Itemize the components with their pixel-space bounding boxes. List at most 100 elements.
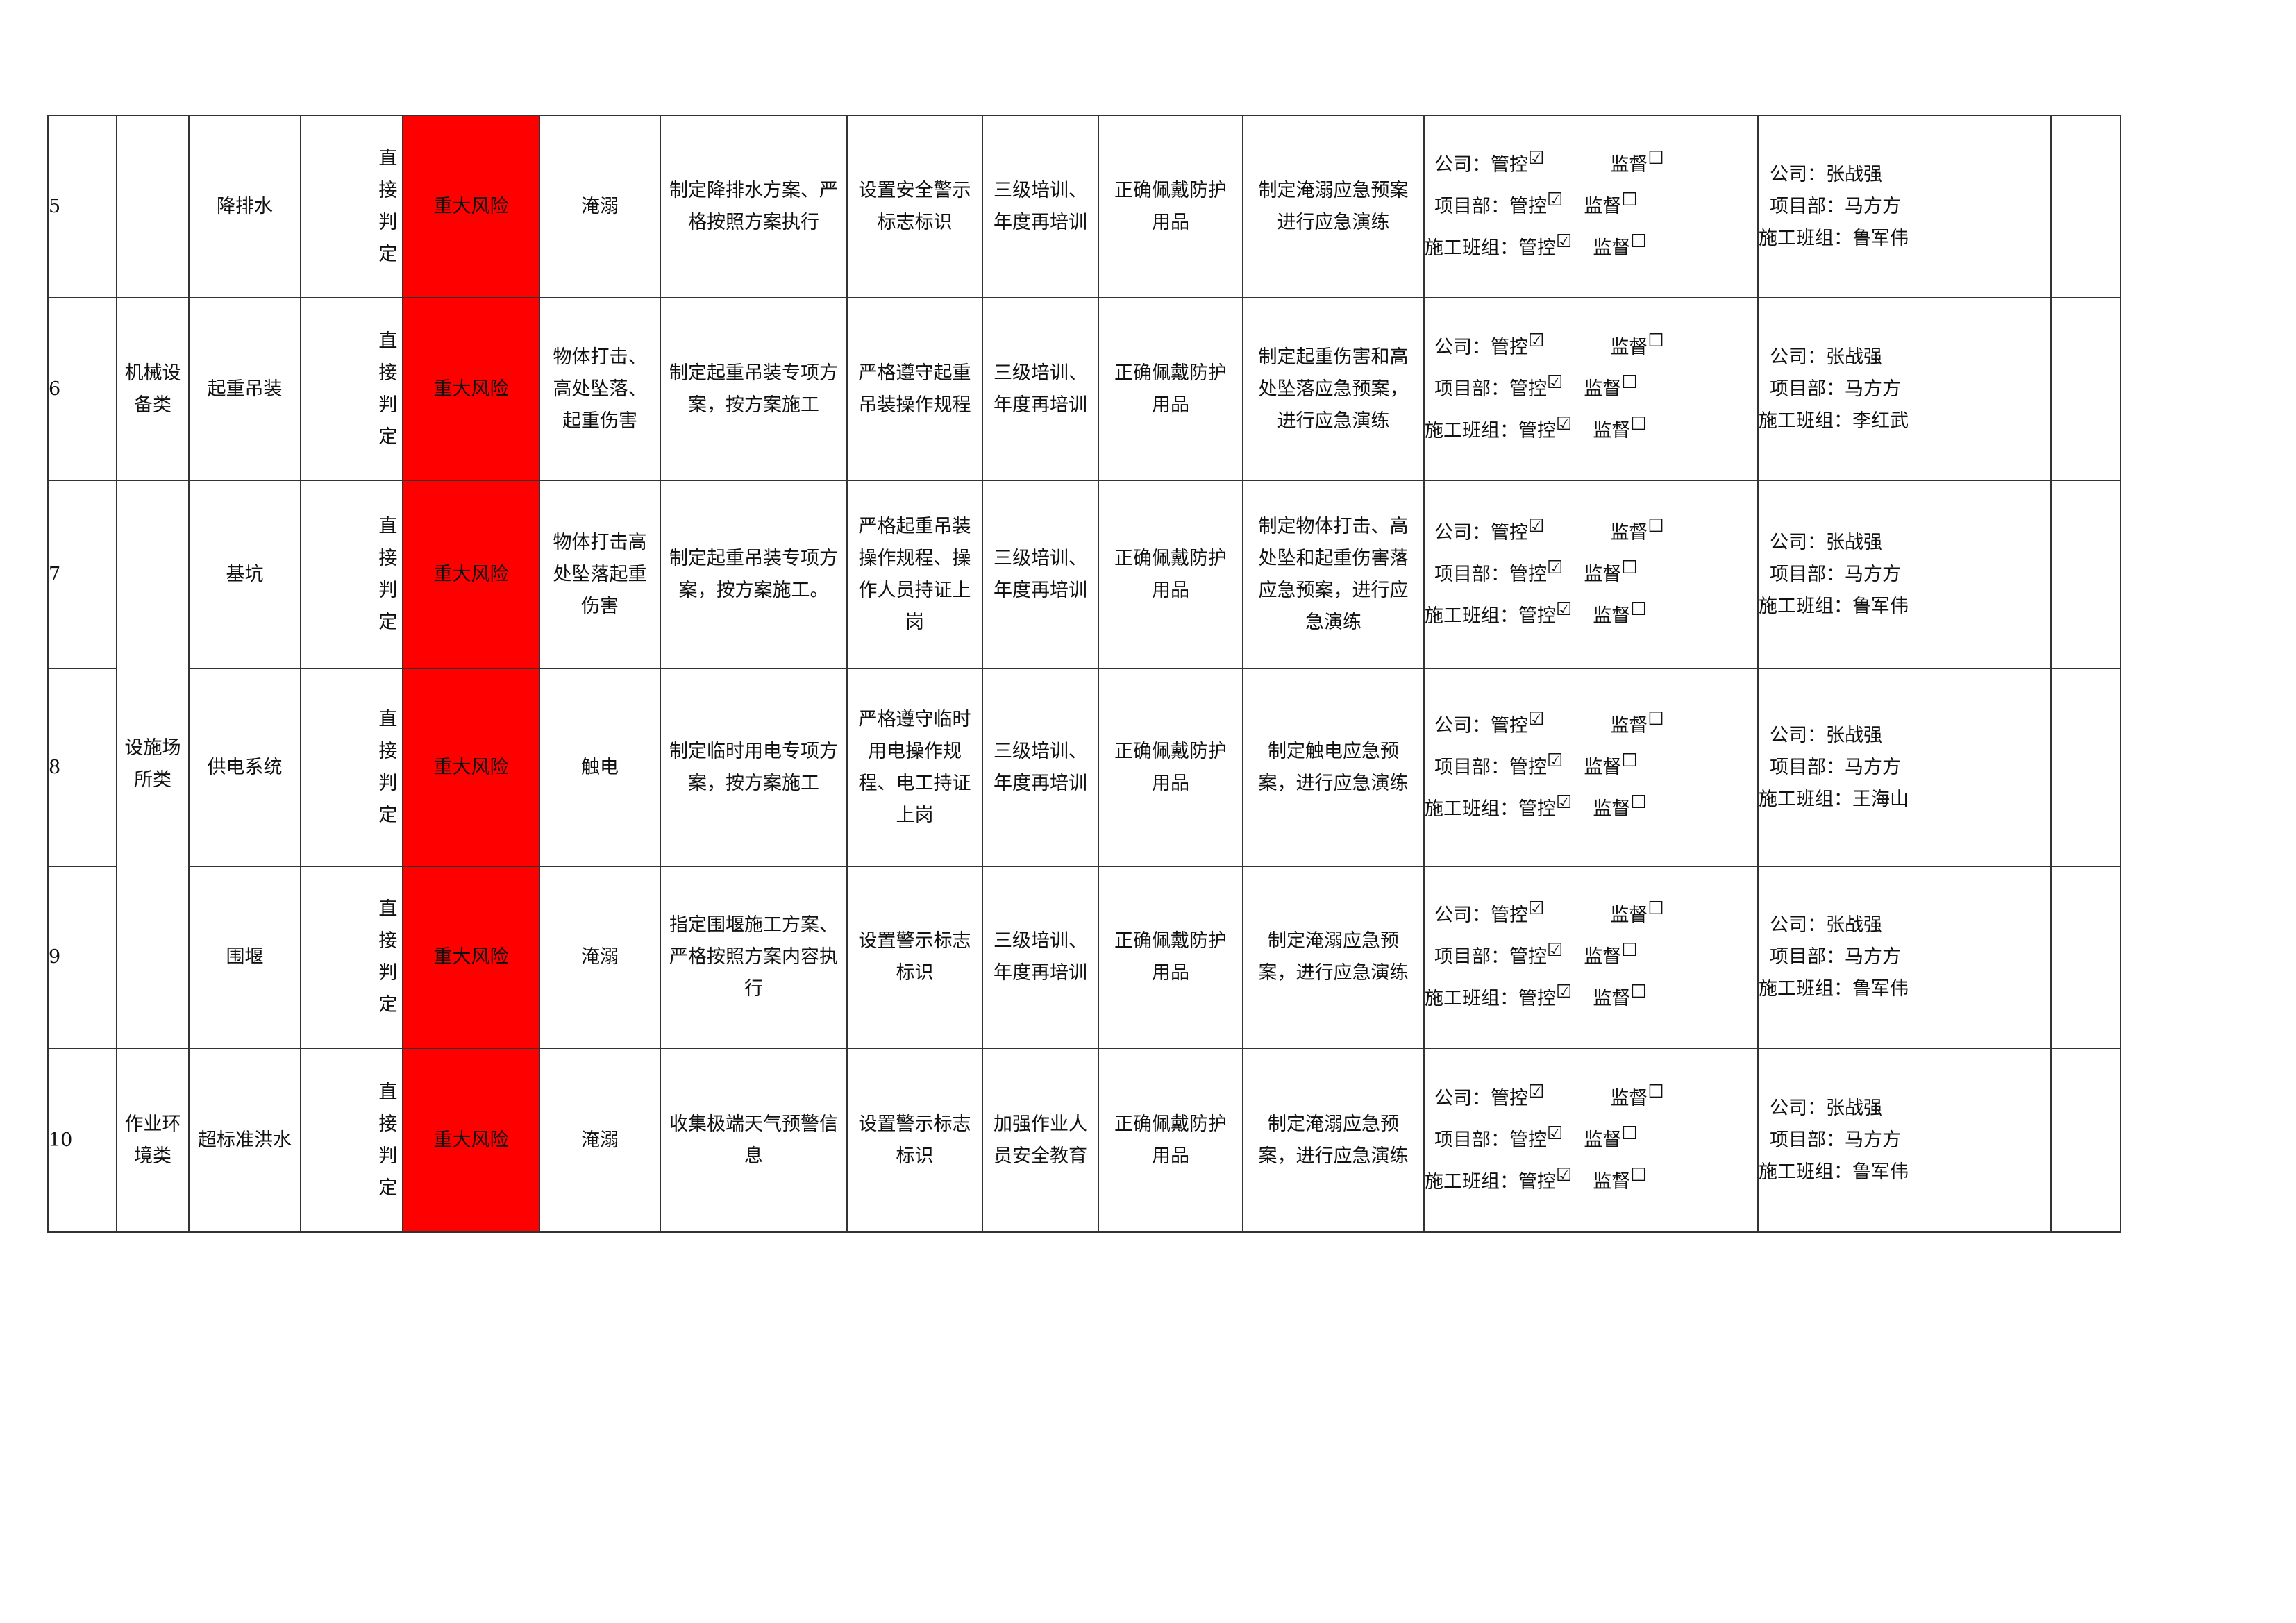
control-line-project: 项目部：管控☑ 监督☐ [1425,373,1757,403]
hazard-label: 淹溺 [581,195,619,217]
checkbox-unchecked-icon[interactable]: ☐ [1648,515,1664,537]
hazard-cell: 物体打击、高处坠落、起重伤害 [539,297,661,481]
management-measure: 严格遵守起重吊装操作规程 [858,362,971,416]
control-label: 项目部：管控 [1434,1129,1547,1151]
checkbox-unchecked-icon[interactable]: ☐ [1630,982,1647,1002]
item-label: 降排水 [217,195,273,217]
ppe-cell: 正确佩戴防护用品 [1098,297,1243,481]
checkbox-unchecked-icon[interactable]: ☐ [1630,230,1647,252]
hazard-cell: 淹溺 [539,866,661,1049]
checkbox-unchecked-icon[interactable]: ☐ [1630,791,1647,813]
training-measure: 三级培训、年度再培训 [994,179,1087,233]
risk-level-cell: 重大风险 [402,480,540,669]
control-label: 公司：管控 [1434,521,1528,544]
control-line-project: 项目部：管控☑ 监督☐ [1425,752,1757,781]
control-label: 公司：管控 [1434,714,1528,737]
item-cell: 围堰 [188,866,301,1049]
checkbox-unchecked-icon[interactable]: ☐ [1630,1164,1647,1186]
checkbox-checked-icon[interactable]: ☑ [1528,898,1545,919]
control-line-company: 公司：管控☑ 监督☐ [1425,517,1757,546]
checkbox-checked-icon[interactable]: ☑ [1556,413,1573,435]
engineering-cell: 指定围堰施工方案、严格按照方案内容执行 [660,866,848,1049]
checkbox-unchecked-icon[interactable]: ☐ [1648,708,1664,730]
resp-team: 施工班组：王海山 [1759,788,1909,810]
row-number-cell: 5 [47,115,117,298]
row-number-cell: 8 [47,668,117,867]
supervise-label: 监督 [1584,1129,1622,1151]
supervise-label: 监督 [1610,714,1648,737]
checkbox-checked-icon[interactable]: ☑ [1547,189,1564,210]
checkbox-checked-icon[interactable]: ☑ [1556,982,1573,1002]
row-number: 9 [49,946,61,968]
responsible-cell: 公司：张战强 项目部：马方方 施工班组：鲁军伟 [1757,1048,2052,1233]
hazard-label: 触电 [581,756,619,778]
table-row: 6 机械设备类 起重吊装 直接判定 重大风险 物体打击、高处坠落、起重伤害 制定起重吊装专项… [47,297,2121,481]
remarks-cell [2050,668,2121,867]
judgement-cell: 直接判定 [300,480,403,669]
checkbox-checked-icon[interactable]: ☑ [1528,708,1545,730]
checkbox-unchecked-icon[interactable]: ☐ [1621,371,1638,393]
checkbox-unchecked-icon[interactable]: ☐ [1621,557,1638,578]
checkbox-unchecked-icon[interactable]: ☐ [1630,413,1647,435]
remarks-cell [2050,866,2121,1049]
checkbox-checked-icon[interactable]: ☑ [1528,515,1545,537]
checkbox-checked-icon[interactable]: ☑ [1547,1122,1564,1144]
category-label: 作业环境类 [124,1113,181,1167]
emergency-cell: 制定淹溺应急预案进行应急演练 [1242,115,1425,298]
checkbox-unchecked-icon[interactable]: ☐ [1648,898,1664,919]
control-line-team: 施工班组：管控☑ 监督☐ [1425,983,1757,1012]
row-number: 5 [49,195,61,217]
checkbox-checked-icon[interactable]: ☑ [1547,940,1564,961]
checkbox-checked-icon[interactable]: ☑ [1556,1164,1573,1186]
resp-team: 施工班组：鲁军伟 [1759,595,1909,617]
judgement-cell: 直接判定 [300,297,403,481]
training-measure: 加强作业人员安全教育 [994,1113,1087,1167]
row-number-cell: 7 [47,480,117,669]
control-label: 施工班组：管控 [1425,988,1556,1009]
resp-project: 项目部：马方方 [1770,1129,1901,1151]
table-row: 9 围堰 直接判定 重大风险 淹溺 指定围堰施工方案、严格按照方案内容执行 设置警示标志标识… [47,866,2121,1049]
resp-project: 项目部：马方方 [1770,756,1901,778]
checkbox-unchecked-icon[interactable]: ☐ [1621,750,1638,771]
checkbox-unchecked-icon[interactable]: ☐ [1648,1081,1664,1102]
category-cell: 设施场所类 [116,480,190,1049]
training-measure: 三级培训、年度再培训 [994,547,1087,601]
responsible-cell: 公司：张战强 项目部：马方方 施工班组：鲁军伟 [1757,115,2052,298]
risk-level-label: 重大风险 [433,1129,509,1151]
checkbox-checked-icon[interactable]: ☑ [1528,147,1545,169]
control-line-project: 项目部：管控☑ 监督☐ [1425,559,1757,588]
management-cell: 严格遵守临时用电操作规 程、电工持证上岗 [846,668,983,867]
checkbox-unchecked-icon[interactable]: ☐ [1621,1122,1638,1144]
checkbox-checked-icon[interactable]: ☑ [1556,230,1573,252]
checkbox-checked-icon[interactable]: ☑ [1528,1081,1545,1102]
checkbox-checked-icon[interactable]: ☑ [1547,371,1564,393]
checkbox-unchecked-icon[interactable]: ☐ [1648,330,1664,351]
checkbox-checked-icon[interactable]: ☑ [1556,598,1573,620]
management-measure: 设置警示标志标识 [858,930,971,984]
row-number: 10 [49,1129,73,1151]
category-label: 设施场所类 [124,737,181,791]
training-cell: 三级培训、年度再培训 [982,866,1099,1049]
control-line-company: 公司：管控☑ 监督☐ [1425,1083,1757,1112]
checkbox-unchecked-icon[interactable]: ☐ [1630,598,1647,620]
risk-level-label: 重大风险 [433,195,509,217]
judgement-cell: 直接判定 [300,866,403,1049]
checkbox-unchecked-icon[interactable]: ☐ [1648,147,1664,169]
checkbox-checked-icon[interactable]: ☑ [1528,330,1545,351]
checkbox-unchecked-icon[interactable]: ☐ [1621,940,1638,961]
control-label: 施工班组：管控 [1425,605,1556,627]
emergency-cell: 制定触电应急预案，进行应急演练 [1242,668,1425,867]
checkbox-unchecked-icon[interactable]: ☐ [1621,189,1638,210]
supervise-label: 监督 [1610,336,1648,358]
judgement-cell: 直接判定 [300,115,403,298]
item-cell: 降排水 [188,115,301,298]
checkbox-checked-icon[interactable]: ☑ [1556,791,1573,813]
management-cell: 严格遵守起重吊装操作规程 [846,297,983,481]
ppe-measure: 正确佩戴防护用品 [1114,930,1227,984]
resp-team: 施工班组：李红武 [1759,410,1909,432]
resp-company: 公司：张战强 [1770,531,1882,553]
item-cell: 供电系统 [188,668,301,867]
checkbox-checked-icon[interactable]: ☑ [1547,750,1564,771]
checkbox-checked-icon[interactable]: ☑ [1547,557,1564,578]
training-cell: 加强作业人员安全教育 [982,1048,1099,1233]
